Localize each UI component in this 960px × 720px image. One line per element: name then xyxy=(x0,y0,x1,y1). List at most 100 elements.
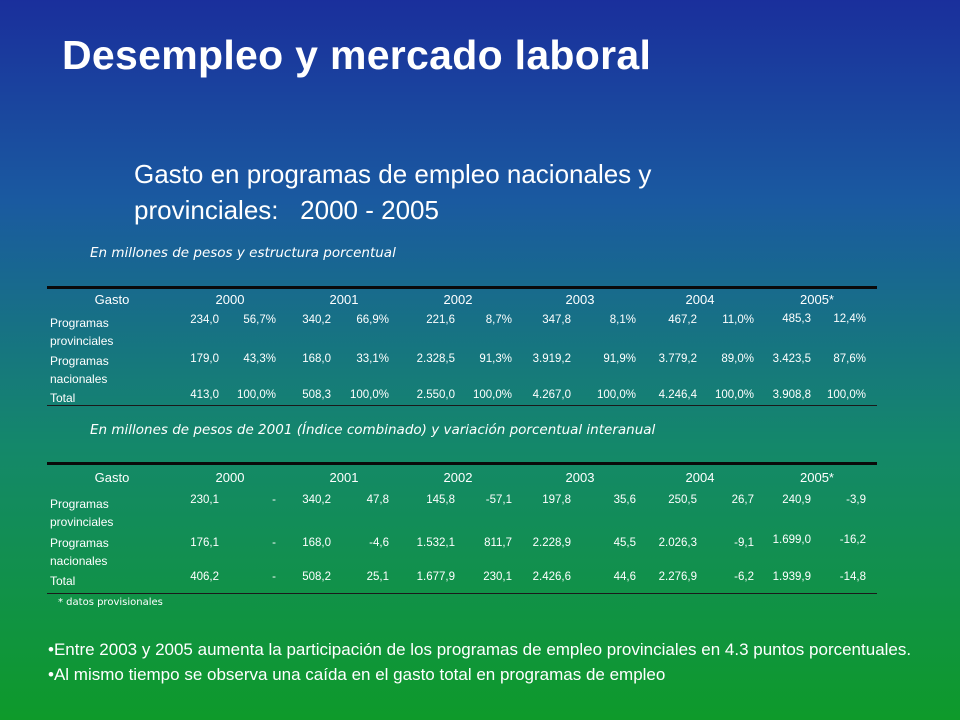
row-label: Programas nacionales xyxy=(50,352,160,388)
table-cell: 91,9% xyxy=(603,353,636,365)
table2-bottom-rule xyxy=(47,593,877,594)
table-cell: - xyxy=(272,494,276,506)
table-cell: 91,3% xyxy=(479,353,512,365)
table-cell: 508,3 xyxy=(302,389,331,401)
table-cell: 100,0% xyxy=(236,389,276,401)
table-cell: 413,0 xyxy=(190,389,219,401)
table-cell: -9,1 xyxy=(734,537,754,549)
table-cell: 168,0 xyxy=(302,353,331,365)
bullet-list: •Entre 2003 y 2005 aumenta la participac… xyxy=(48,639,920,689)
table-cell: 25,1 xyxy=(366,571,389,583)
table-cell: 1.699,0 xyxy=(772,534,811,546)
column-header-year: 2002 xyxy=(443,470,473,485)
table-cell: -14,8 xyxy=(839,571,866,583)
table-cell: 100,0% xyxy=(714,389,754,401)
table-cell: 100,0% xyxy=(596,389,636,401)
table-cell: 1.939,9 xyxy=(772,571,811,583)
column-header-year: 2002 xyxy=(443,292,473,307)
row-label: Programas provinciales xyxy=(50,495,160,531)
table-cell: 811,7 xyxy=(484,537,512,549)
table1-top-rule xyxy=(47,286,877,289)
column-header-year: 2001 xyxy=(329,470,359,485)
table-cell: 44,6 xyxy=(613,571,636,583)
table-cell: 11,0% xyxy=(722,314,754,326)
column-header-gasto: Gasto xyxy=(94,292,130,307)
table-cell: 3.908,8 xyxy=(772,389,811,401)
column-header-year: 2004 xyxy=(685,470,715,485)
row-label-line: Programas xyxy=(50,536,109,550)
column-header-year: 2005* xyxy=(800,470,834,485)
table2-caption: En millones de pesos de 2001 (Índice com… xyxy=(90,422,656,438)
row-label-line: Programas xyxy=(50,316,109,330)
row-label-line: Programas xyxy=(50,354,109,368)
table-cell: 250,5 xyxy=(668,494,697,506)
table-cell: 221,6 xyxy=(426,314,455,326)
table-cell: 3.779,2 xyxy=(658,353,697,365)
row-label-line: provinciales xyxy=(50,334,114,348)
footnote: * datos provisionales xyxy=(58,597,163,608)
column-header-year: 2004 xyxy=(685,292,715,307)
table-cell: 197,8 xyxy=(542,494,571,506)
table-cell: 8,7% xyxy=(485,314,512,326)
table-cell: 485,3 xyxy=(782,313,811,325)
table-cell: 347,8 xyxy=(542,314,571,326)
row-label: Programas nacionales xyxy=(50,534,160,570)
column-header-gasto: Gasto xyxy=(94,470,130,485)
table-cell: 26,7 xyxy=(731,494,754,506)
column-header-year: 2005* xyxy=(800,292,834,307)
table-cell: 2.426,6 xyxy=(532,571,571,583)
table-cell: 100,0% xyxy=(472,389,512,401)
row-label-line: Total xyxy=(50,391,76,405)
row-label: Total xyxy=(50,572,160,590)
table-cell: 406,2 xyxy=(190,571,219,583)
table-cell: 230,1 xyxy=(190,494,219,506)
column-header-year: 2003 xyxy=(565,470,595,485)
table-cell: 100,0% xyxy=(826,389,866,401)
table-cell: 89,0% xyxy=(721,353,754,365)
table-cell: 33,1% xyxy=(356,353,389,365)
table-cell: -6,2 xyxy=(734,571,754,583)
table-cell: -57,1 xyxy=(485,494,512,506)
column-header-year: 2003 xyxy=(565,292,595,307)
table-cell: - xyxy=(272,537,276,549)
table-cell: 230,1 xyxy=(483,571,512,583)
table-cell: 66,9% xyxy=(356,314,389,326)
slide-subtitle: Gasto en programas de empleo nacionales … xyxy=(134,156,854,228)
table-cell: 340,2 xyxy=(302,494,331,506)
table-cell: 4.246,4 xyxy=(658,389,697,401)
bullet-item: •Entre 2003 y 2005 aumenta la participac… xyxy=(48,640,912,659)
table-cell: 35,6 xyxy=(613,494,636,506)
table-cell: 3.919,2 xyxy=(532,353,571,365)
table-cell: 240,9 xyxy=(782,494,811,506)
table-cell: 100,0% xyxy=(349,389,389,401)
page-title: Desempleo y mercado laboral xyxy=(62,32,652,78)
row-label-line: nacionales xyxy=(50,554,108,568)
table1-caption: En millones de pesos y estructura porcen… xyxy=(90,245,396,261)
table-cell: 47,8 xyxy=(366,494,389,506)
table-cell: 145,8 xyxy=(426,494,455,506)
table-cell: 168,0 xyxy=(302,537,331,549)
table-cell: 2.328,5 xyxy=(416,353,455,365)
column-header-year: 2000 xyxy=(215,292,245,307)
table-cell: 2.276,9 xyxy=(658,571,697,583)
table-cell: -4,6 xyxy=(369,537,389,549)
table-cell: 234,0 xyxy=(190,314,219,326)
table-cell: 8,1% xyxy=(609,314,636,326)
row-label-line: provinciales xyxy=(50,515,114,529)
table-cell: - xyxy=(272,571,276,583)
table-cell: 87,6% xyxy=(833,353,866,365)
table-cell: -16,2 xyxy=(839,534,866,546)
row-label-line: Total xyxy=(50,574,76,588)
subtitle-line-2: provinciales: 2000 - 2005 xyxy=(134,195,439,225)
table-cell: 45,5 xyxy=(613,537,636,549)
table-cell: 1.532,1 xyxy=(416,537,455,549)
column-header-year: 2001 xyxy=(329,292,359,307)
subtitle-line-1: Gasto en programas de empleo nacionales … xyxy=(134,159,652,189)
table-cell: 508,2 xyxy=(302,571,331,583)
row-label: Total xyxy=(50,389,160,407)
table-cell: 1.677,9 xyxy=(416,571,455,583)
table-cell: -3,9 xyxy=(846,494,866,506)
table-cell: 4.267,0 xyxy=(532,389,571,401)
table-cell: 176,1 xyxy=(190,537,219,549)
table-cell: 179,0 xyxy=(190,353,219,365)
